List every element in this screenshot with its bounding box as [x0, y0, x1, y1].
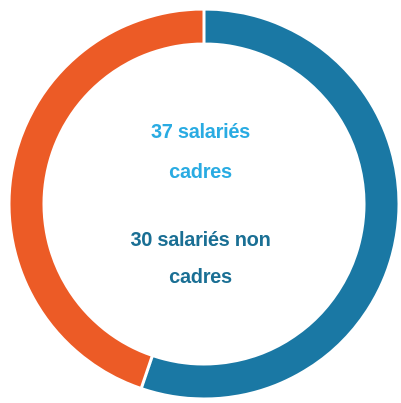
- center-label: 30 salariés non cadres: [130, 229, 271, 288]
- center-label: 37 salariés cadres: [150, 121, 250, 183]
- donut-segment: [139, 7, 401, 401]
- donut-segment: [7, 7, 206, 391]
